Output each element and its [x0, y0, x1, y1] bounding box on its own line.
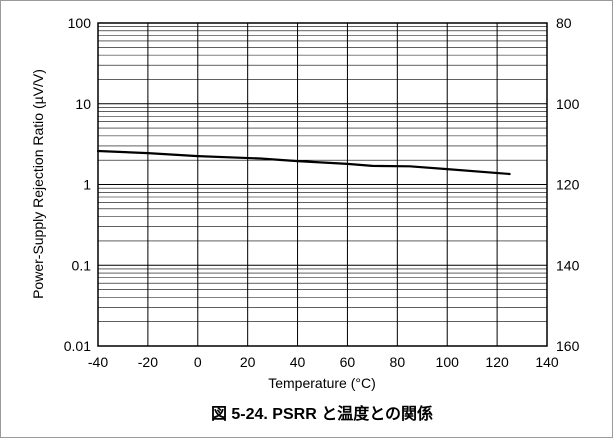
x-axis-title: Temperature (°C) [268, 375, 376, 391]
y-tick-label: 0.01 [64, 338, 91, 354]
x-tick-label: 20 [240, 354, 256, 370]
x-tick-label: 100 [436, 354, 460, 370]
y-axis-title: Power-Supply Rejection Ratio (µV/V) [30, 69, 46, 299]
figure-caption: 図 5-24. PSRR と温度との関係 [211, 404, 433, 423]
y2-tick-label: 160 [556, 338, 580, 354]
y-tick-labels: 100 10 1 0.1 0.01 [64, 15, 91, 354]
y2-tick-label: 140 [556, 257, 580, 273]
y-tick-label: 0.1 [72, 257, 92, 273]
y2-tick-label: 80 [556, 15, 572, 31]
x-tick-label: -40 [88, 354, 108, 370]
x-tick-label: 60 [340, 354, 356, 370]
x-tick-label: 40 [290, 354, 306, 370]
x-tick-labels: -40 -20 0 20 40 60 80 100 120 140 [88, 354, 559, 370]
plot-frame [97, 22, 548, 347]
x-tick-label: 80 [390, 354, 406, 370]
y-tick-label: 10 [75, 96, 91, 112]
y2-tick-label: 120 [556, 177, 580, 193]
x-tick-label: 0 [194, 354, 202, 370]
y2-tick-labels: 80 100 120 140 160 [556, 15, 580, 354]
psrr-series-line [96, 149, 511, 176]
series-layer [96, 149, 511, 176]
grid-minor [98, 26, 547, 322]
y2-tick-label: 100 [556, 96, 580, 112]
y-tick-label: 1 [83, 177, 91, 193]
x-tick-label: -20 [138, 354, 158, 370]
y-tick-label: 100 [68, 15, 92, 31]
x-tick-label: 120 [485, 354, 509, 370]
x-tick-label: 140 [535, 354, 559, 370]
